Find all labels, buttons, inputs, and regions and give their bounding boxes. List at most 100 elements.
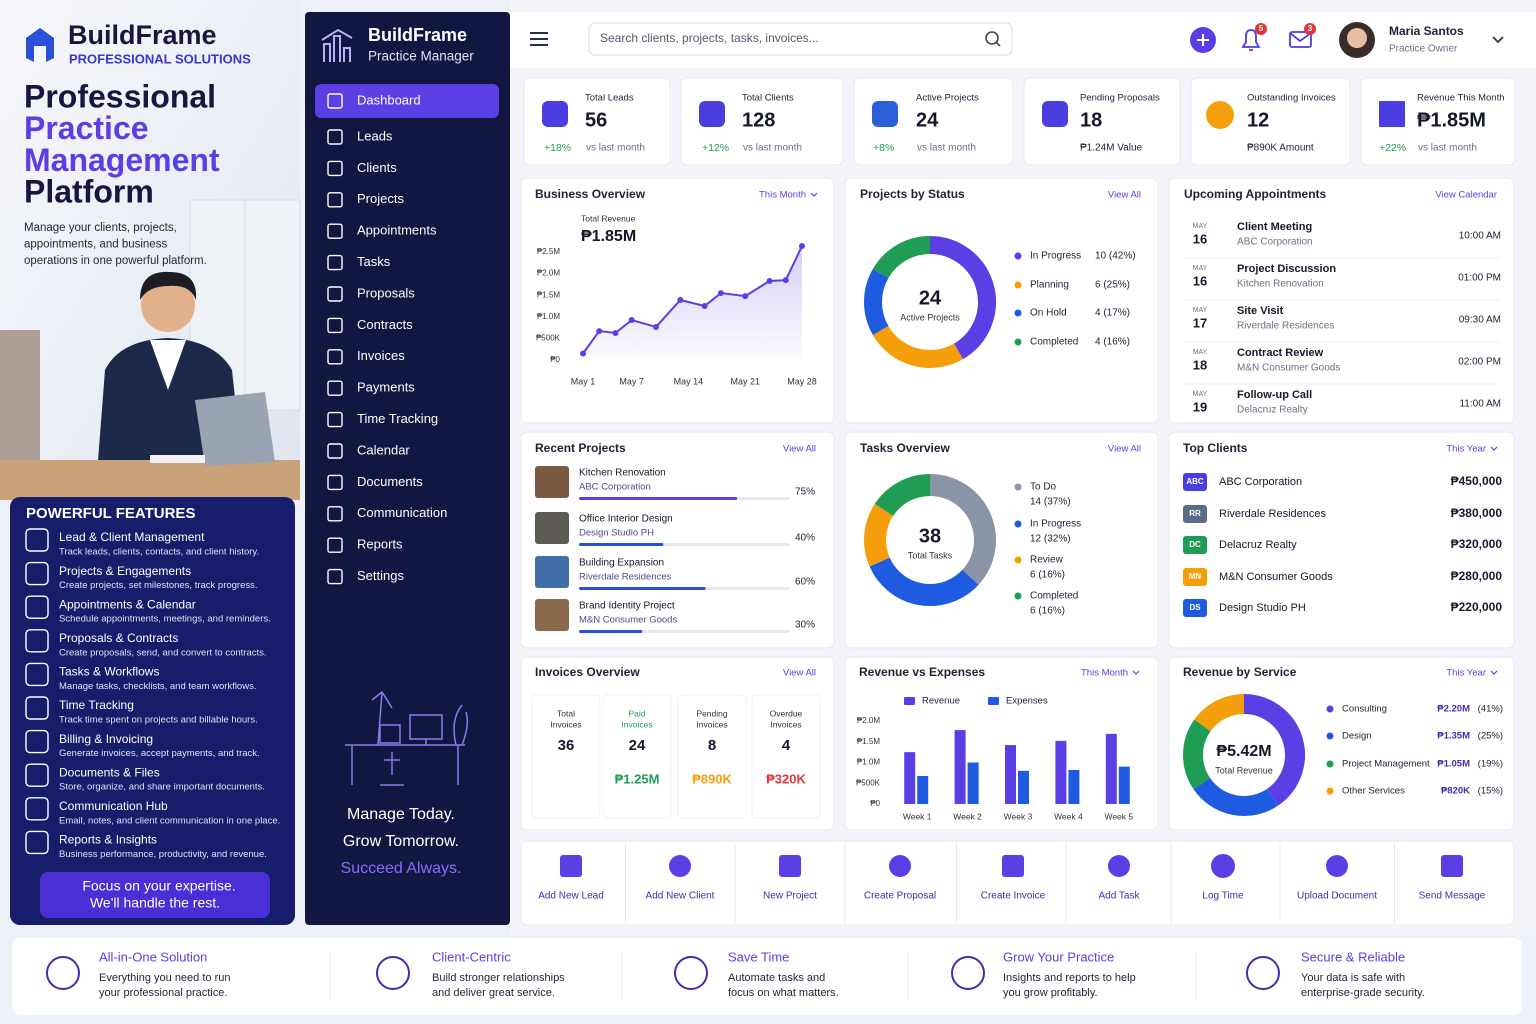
panel-link[interactable]: This Year: [1446, 444, 1486, 455]
donut-segment: [864, 503, 894, 567]
nav-item[interactable]: Dashboard: [357, 92, 421, 107]
tagline: Succeed Always.: [341, 860, 462, 877]
y-tick-label: ₱1.0M: [857, 758, 880, 767]
nav-item[interactable]: Projects: [357, 191, 404, 206]
panel-title: Business Overview: [535, 187, 646, 201]
nav-item[interactable]: Calendar: [357, 442, 410, 457]
quick-action[interactable]: Log Time: [1202, 891, 1244, 902]
nav-item[interactable]: Reports: [357, 537, 403, 552]
nav-icon: [327, 93, 343, 109]
kpi-card: [680, 77, 844, 166]
nav-item[interactable]: Tasks: [357, 254, 391, 269]
quick-action[interactable]: Send Message: [1419, 891, 1486, 902]
nav-item[interactable]: Invoices: [357, 348, 405, 363]
nav-item[interactable]: Leads: [357, 128, 393, 143]
menu-button[interactable]: [530, 32, 548, 46]
legend-swatch: [1326, 705, 1334, 713]
panel-link[interactable]: This Month: [759, 190, 806, 201]
x-tick-label: Week 2: [953, 811, 982, 821]
panel: [844, 431, 1159, 649]
nav-item[interactable]: Clients: [357, 160, 397, 175]
highlight-desc: your professional practice.: [99, 987, 227, 999]
appointment-client: M&N Consumer Goods: [1237, 363, 1340, 374]
nav-item[interactable]: Settings: [357, 568, 404, 583]
nav-item[interactable]: Communication: [357, 505, 447, 520]
nav-item[interactable]: Contracts: [357, 317, 413, 332]
x-tick-label: May 1: [571, 376, 596, 386]
donut-center-value: ₱5.42M: [1216, 743, 1271, 760]
search-box[interactable]: [588, 22, 1013, 56]
tagline: Manage Today.: [347, 806, 455, 823]
nav-item[interactable]: Appointments: [357, 223, 437, 238]
x-tick-label: Week 5: [1104, 811, 1133, 821]
messages-button[interactable]: [1289, 31, 1312, 48]
point: [580, 350, 586, 357]
highlight-desc: and deliver great service.: [432, 987, 555, 999]
highlight-title: Secure & Reliable: [1301, 949, 1405, 964]
y-tick-label: ₱2.0M: [857, 716, 880, 725]
value-label: ₱2.20M: [1437, 704, 1470, 715]
invoice-amount: ₱890K: [692, 771, 732, 786]
nav-icon: [327, 506, 343, 522]
kpi-label: Outstanding Invoices: [1247, 93, 1336, 104]
y-tick-label: ₱2.5M: [537, 247, 560, 256]
panel-link[interactable]: View All: [1108, 190, 1141, 201]
feature-icon: [25, 797, 49, 821]
quick-action[interactable]: Add Task: [1099, 891, 1141, 902]
quick-action[interactable]: Upload Document: [1297, 891, 1377, 902]
nav-icon: [327, 443, 343, 459]
panel-link[interactable]: View All: [1108, 444, 1141, 455]
chevron: [810, 192, 818, 197]
nav-item[interactable]: Proposals: [357, 285, 415, 300]
quick-action[interactable]: Add New Client: [646, 891, 715, 902]
panel-link[interactable]: View All: [783, 444, 816, 455]
kpi-label: Total Clients: [742, 93, 794, 104]
search-placeholder: Search clients, projects, tasks, invoice…: [600, 31, 819, 45]
highlight-title: Save Time: [728, 949, 789, 964]
legend-label: Expenses: [1006, 696, 1048, 707]
donut-segment: [929, 236, 996, 360]
panel-title: Revenue vs Expenses: [859, 665, 985, 679]
x-tick-label: May 14: [674, 376, 704, 386]
action-icon: [1211, 854, 1235, 878]
panel-link[interactable]: This Year: [1446, 668, 1486, 679]
donut-center-label: Total Tasks: [908, 550, 953, 560]
bar: [1118, 766, 1130, 804]
progress-bar: [579, 543, 664, 546]
invoice-amount: ₱1.25M: [615, 771, 660, 786]
point: [677, 296, 684, 303]
panel-title: Upcoming Appointments: [1184, 187, 1327, 201]
panel-link[interactable]: View Calendar: [1435, 190, 1497, 201]
nav-item[interactable]: Documents: [357, 474, 423, 489]
nav-icon: [327, 223, 343, 239]
kpi-icon: [1042, 101, 1068, 127]
quick-action[interactable]: Add New Lead: [538, 891, 604, 902]
nav-icon: [327, 411, 343, 428]
feature-icon: [25, 629, 49, 653]
user-menu-chevron[interactable]: [1492, 36, 1504, 44]
legend-swatch: [988, 697, 999, 705]
donut-segment: [872, 325, 963, 368]
panel: [1168, 431, 1515, 649]
donut-segment: [929, 474, 996, 585]
nav-item[interactable]: Payments: [357, 380, 415, 395]
quick-action[interactable]: Create Invoice: [981, 891, 1046, 902]
invoice-box: [751, 694, 821, 819]
appointment-day: 18: [1193, 357, 1207, 372]
chart-total: ₱1.85M: [581, 228, 636, 245]
nav-item[interactable]: Time Tracking: [357, 411, 438, 426]
quick-action[interactable]: Create Proposal: [864, 891, 936, 902]
nav-icon: [327, 192, 343, 208]
mail-icon: [1289, 32, 1312, 43]
panel-link[interactable]: View All: [783, 668, 816, 679]
legend-swatch: [1014, 338, 1022, 346]
notifications-button[interactable]: [1241, 29, 1261, 51]
value-label: 14 (37%): [1030, 497, 1071, 508]
sidebar-subtitle: Practice Manager: [368, 49, 474, 64]
client-abbr: MN: [1189, 572, 1202, 581]
chevron: [1490, 446, 1498, 451]
panel-link[interactable]: This Month: [1081, 668, 1128, 679]
quick-action[interactable]: New Project: [763, 891, 817, 902]
invoice-box: [677, 694, 747, 819]
client-badge: [1183, 536, 1207, 554]
